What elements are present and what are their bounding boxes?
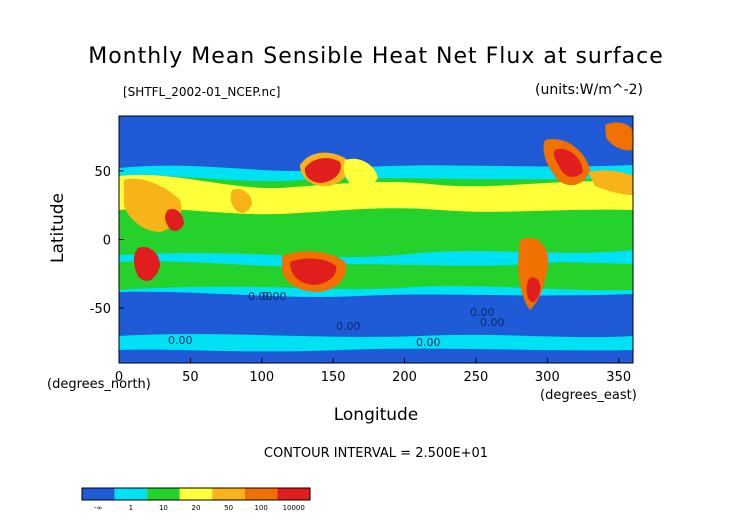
contour-label: 0.00 — [480, 316, 505, 329]
field-band-southern-blue — [119, 291, 633, 334]
map-field — [119, 116, 633, 363]
chart-subtitle: [SHTFL_2002-01_NCEP.nc] — [123, 85, 281, 99]
land-africa-patch — [124, 178, 182, 232]
colorbar-tick-label: 10 — [159, 504, 168, 512]
contour-interval-note: CONTOUR INTERVAL = 2.500E+01 — [263, 446, 489, 461]
plot-frame — [118, 115, 634, 364]
field-arctic — [119, 116, 633, 152]
colorbar-bin — [277, 488, 310, 500]
land-south-america-core — [526, 277, 541, 303]
field-band-yellow-north — [119, 174, 633, 215]
y-axis-ticks: 50 0 -50 — [90, 165, 124, 317]
colorbar-tick-label: 20 — [192, 504, 201, 512]
land-asia-east — [343, 158, 378, 188]
x-tick-label: 150 — [321, 370, 346, 385]
field-band-blue — [119, 116, 633, 363]
contour-label: 0.00 — [248, 290, 273, 303]
x-tick-label: 50 — [182, 370, 199, 385]
colorbar: -∞ 1 10 20 50 100 10000 — [81, 487, 311, 512]
field-band-cyan — [119, 165, 633, 304]
colorbar-bin — [244, 488, 278, 500]
x-tick-label: 300 — [535, 370, 560, 385]
contour-label: 0.00 — [470, 306, 495, 319]
colorbar-tick-label: -∞ — [94, 504, 102, 512]
colorbar-tick-label: 1 — [129, 504, 133, 512]
land-eurasia-north — [300, 152, 350, 187]
colorbar-bin — [114, 488, 148, 500]
land-north-america — [543, 139, 590, 186]
field-band-green-south — [119, 261, 633, 291]
colorbar-frame — [81, 487, 311, 501]
units-label: (units:W/m^-2) — [535, 82, 643, 98]
land-australia-core — [290, 258, 337, 285]
land-eurasia-north-core — [304, 158, 341, 183]
land-south-america — [518, 237, 549, 310]
land-north-america-core — [553, 148, 583, 177]
y-units-note: (degrees_north) — [47, 377, 151, 392]
land-india — [230, 188, 252, 213]
colorbar-tick-label: 10000 — [283, 504, 305, 512]
contour-labels: 0.000.000.000.00 0.000.000.00 — [168, 290, 505, 349]
y-tick-label: 0 — [103, 234, 111, 249]
colorbar-tick-label: 50 — [224, 504, 233, 512]
contour-label: 0.00 — [416, 336, 441, 349]
colorbar-bin — [212, 488, 245, 500]
x-tick-label: 200 — [392, 370, 417, 385]
x-axis-label: Longitude — [333, 405, 419, 425]
contour-label: 0.00 — [336, 320, 361, 333]
x-units-note: (degrees_east) — [540, 388, 637, 403]
chart-title: Monthly Mean Sensible Heat Net Flux at s… — [88, 44, 664, 69]
colorbar-bin — [147, 488, 180, 500]
field-band-green — [119, 176, 633, 258]
y-tick-label: 50 — [94, 165, 111, 180]
x-tick-label: 100 — [249, 370, 274, 385]
field-orange-atlantic — [588, 170, 633, 195]
contour-label: 0.00 — [168, 334, 193, 347]
colorbar-bin — [82, 488, 115, 500]
field-band-antarctic-cyan — [119, 334, 633, 352]
x-axis-ticks: 0 50 100 150 200 250 300 350 — [115, 358, 631, 385]
x-tick-label: 250 — [464, 370, 489, 385]
colorbar-tick-label: 100 — [254, 504, 267, 512]
land-australia — [282, 251, 347, 292]
land-africa-south — [133, 246, 160, 281]
x-tick-label: 350 — [606, 370, 631, 385]
contour-label: 0.00 — [262, 290, 287, 303]
colorbar-bin — [179, 488, 213, 500]
land-greenland — [605, 122, 633, 151]
land-africa-west — [165, 208, 184, 232]
y-tick-label: -50 — [90, 302, 111, 317]
y-axis-label: Latitude — [48, 193, 68, 263]
